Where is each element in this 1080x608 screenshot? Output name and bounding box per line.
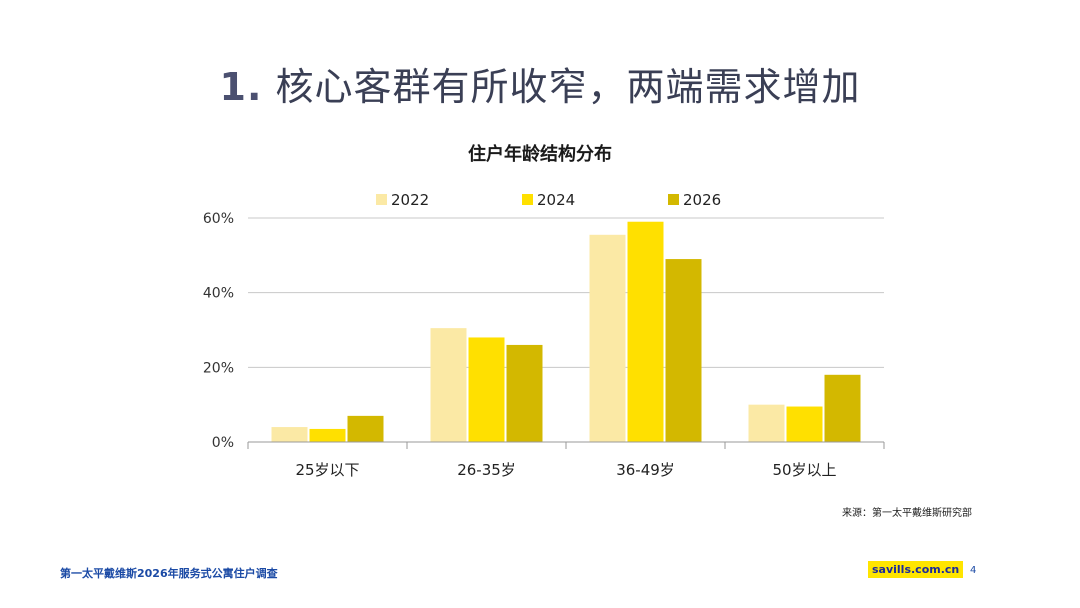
bar: [506, 344, 543, 442]
legend-swatch: [376, 194, 387, 205]
legend-label: 2024: [537, 191, 575, 209]
x-tick-label: 26-35岁: [457, 461, 516, 479]
y-tick-label: 20%: [203, 360, 234, 376]
page-number: 4: [970, 565, 977, 576]
bar: [786, 406, 823, 442]
bar: [824, 374, 861, 442]
bar: [271, 427, 308, 442]
legend-label: 2022: [391, 191, 429, 209]
x-tick-label: 25岁以下: [295, 461, 359, 479]
slide-title: 1. 核心客群有所收窄，两端需求增加: [0, 56, 1080, 111]
bar: [347, 415, 384, 442]
bar: [627, 221, 664, 442]
bar: [430, 328, 467, 442]
y-tick-label: 40%: [203, 286, 234, 302]
source-note: 来源：第一太平戴维斯研究部: [842, 508, 972, 519]
x-tick-label: 36-49岁: [616, 461, 675, 479]
legend-swatch: [522, 194, 533, 205]
bar: [309, 428, 346, 442]
legend-label: 2026: [683, 191, 721, 209]
bar: [468, 337, 505, 442]
footer-report-title: 第一太平戴维斯2026年服务式公寓住户调查: [60, 567, 278, 580]
brand-logo: savills.com.cn: [868, 561, 964, 578]
legend-swatch: [668, 194, 679, 205]
slide-title-text: 核心客群有所收窄，两端需求增加: [275, 65, 861, 109]
bar: [589, 234, 626, 442]
x-tick-label: 50岁以上: [772, 461, 836, 479]
bar: [665, 259, 702, 442]
chart-title: 住户年龄结构分布: [468, 144, 612, 165]
y-tick-label: 60%: [203, 211, 234, 227]
y-tick-label: 0%: [212, 435, 234, 451]
slide-title-number: 1.: [219, 65, 263, 109]
bar: [748, 404, 785, 442]
